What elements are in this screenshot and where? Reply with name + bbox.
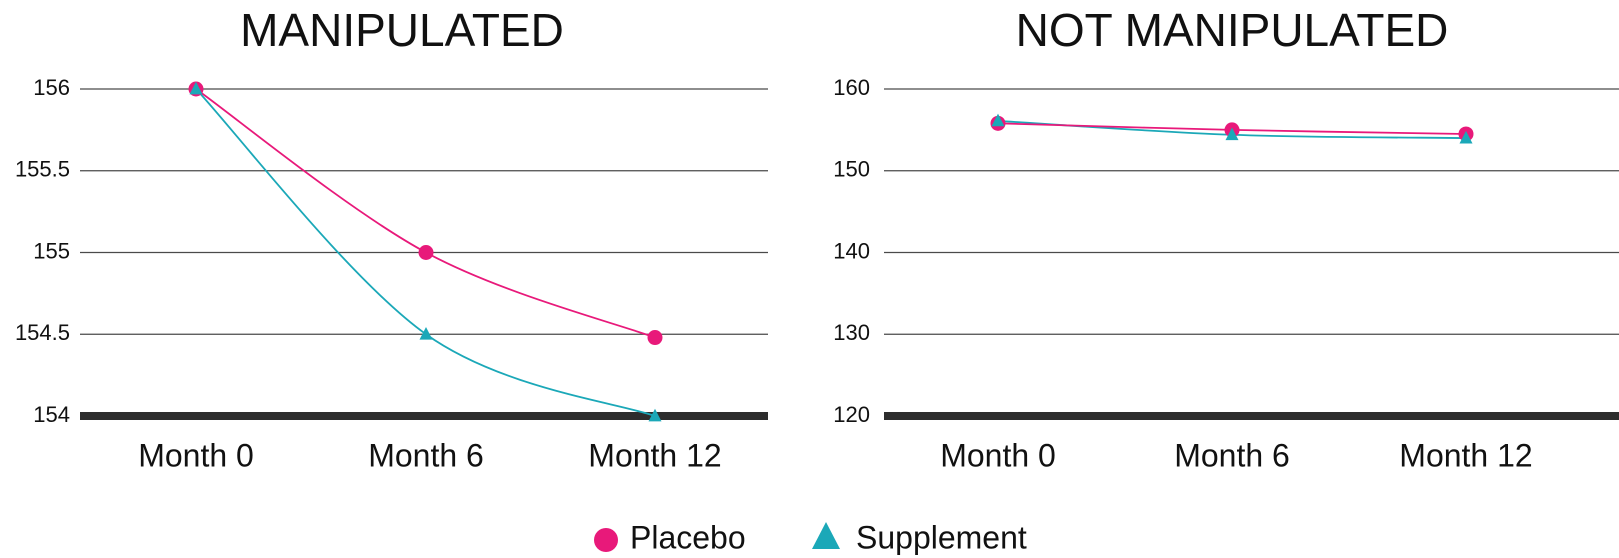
chart-not-manipulated: NOT MANIPULATED 120 130 140 150 160 Month 0 Mon… [833, 4, 1619, 473]
data-point-placebo [647, 330, 663, 346]
placebo-marker-icon [594, 528, 618, 552]
data-point-supplement [991, 113, 1005, 127]
y-tick-label: 156 [33, 75, 70, 100]
supplement-marker-icon [812, 522, 840, 549]
y-tick-label: 154 [33, 402, 70, 427]
data-point-placebo [418, 245, 434, 260]
x-tick-label: Month 6 [1174, 437, 1290, 473]
y-tick-label: 154.5 [15, 320, 70, 345]
data-point-supplement [648, 408, 662, 422]
y-tick-label: 140 [833, 238, 870, 263]
data-point-supplement [189, 81, 203, 95]
x-tick-label: Month 0 [138, 437, 254, 473]
chart-title: NOT MANIPULATED [1016, 4, 1449, 56]
y-tick-label: 130 [833, 320, 870, 345]
series-line-placebo [195, 88, 656, 339]
y-tick-label: 155.5 [15, 157, 70, 182]
legend-label-placebo: Placebo [630, 519, 746, 555]
x-tick-label: Month 12 [1399, 437, 1532, 473]
series-line-supplement [195, 88, 656, 417]
legend: Placebo Supplement [594, 519, 1027, 555]
x-tick-label: Month 6 [368, 437, 484, 473]
chart-manipulated: MANIPULATED 154 154.5 155 155.5 156 Month 0 Mon… [15, 4, 768, 473]
y-tick-label: 160 [833, 75, 870, 100]
chart-title: MANIPULATED [240, 4, 564, 56]
x-tick-label: Month 0 [940, 437, 1056, 473]
y-tick-label: 120 [833, 402, 870, 427]
data-point-supplement [419, 327, 433, 340]
legend-label-supplement: Supplement [856, 519, 1027, 555]
y-tick-label: 150 [833, 157, 870, 182]
y-tick-label: 155 [33, 238, 70, 263]
data-point-supplement [1225, 127, 1239, 141]
data-point-supplement [1459, 130, 1473, 144]
x-tick-label: Month 12 [588, 437, 721, 473]
